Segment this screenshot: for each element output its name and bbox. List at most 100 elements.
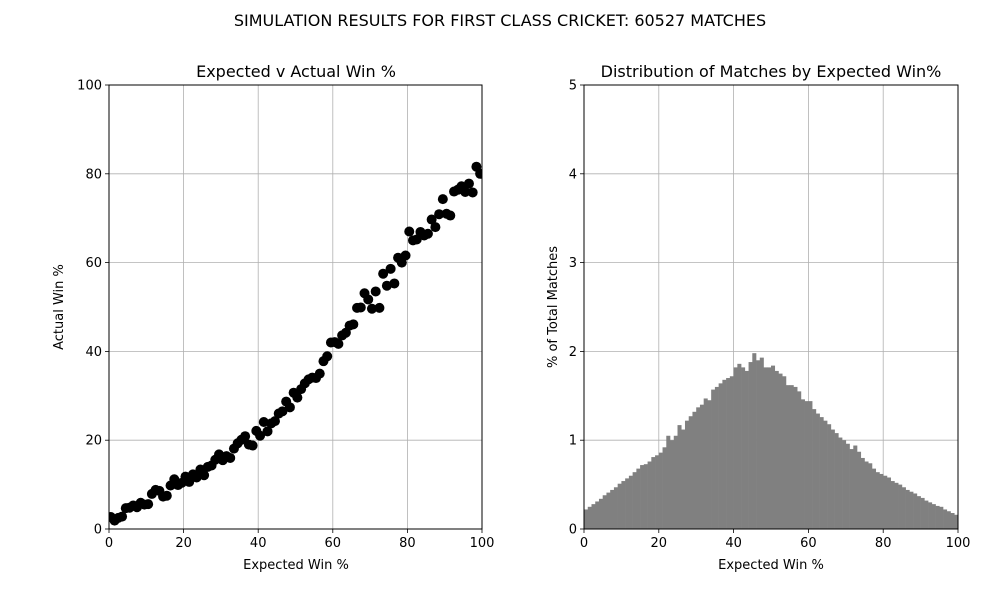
scatter-x-tick-label: 20 [175,536,192,551]
scatter-points [109,161,482,526]
histogram-bar [916,496,921,529]
scatter-point [366,303,377,314]
histogram-bar [879,473,884,529]
histogram-bar [771,365,776,529]
histogram-bar [636,468,641,529]
histogram-bar [898,484,903,529]
scatter-point [385,263,396,274]
histogram-bar [928,502,933,529]
scatter-point [445,210,456,221]
histogram-bar [711,389,716,529]
histogram-bar [632,472,637,529]
scatter-point [463,178,474,189]
histogram-bar [875,472,880,529]
histogram-bar [894,482,899,529]
scatter-point [430,222,441,233]
histogram-bar [950,513,955,529]
histogram-bar [684,420,690,529]
histogram-y-tick-label: 0 [569,523,577,538]
histogram-bar [617,483,622,529]
scatter-point [262,426,273,437]
histogram-bar [800,399,805,529]
scatter-y-tick-label: 0 [94,523,102,538]
scatter-point [422,228,433,239]
histogram-bar [823,420,828,529]
scatter-point [374,302,385,313]
histogram-bar [681,429,686,529]
histogram-bar [815,413,820,529]
histogram-bar [808,401,813,529]
histogram-bar [797,391,802,529]
histogram-bar [602,495,607,529]
scatter-grid [108,84,483,530]
scatter-point [400,250,411,261]
scatter-point [348,319,359,330]
histogram-bar [640,465,645,529]
scatter-point [240,431,251,442]
scatter-point [161,490,172,501]
histogram-bar [767,367,772,529]
histogram-bar [935,505,940,529]
scatter-point [389,278,400,289]
histogram-bar [920,497,925,529]
histogram-bar [707,400,712,529]
histogram-bar [643,464,648,529]
scatter-point [437,194,448,205]
scatter-point [363,294,374,305]
scatter-point [355,302,366,313]
scatter-point [277,406,288,417]
scatter-x-axis-label: Expected Win % [243,558,349,573]
histogram-bar [842,440,847,529]
scatter-x-tick-label: 0 [105,536,113,551]
histogram-bar [931,504,936,529]
scatter-point [199,470,210,481]
scatter-point [247,440,258,451]
histogram-bar [677,425,682,529]
histogram-bar [595,501,600,529]
histogram-bar [662,447,667,529]
scatter-y-tick-label: 40 [85,345,102,360]
histogram-bar [909,491,914,529]
scatter-point [284,402,295,413]
histogram-bar [830,429,835,529]
histogram-bar [857,451,862,529]
histogram-bar [625,478,630,529]
histogram-y-tick-label: 3 [569,256,577,271]
scatter-point [269,416,280,427]
scatter-y-tick-label: 60 [85,256,102,271]
histogram-bar [647,461,652,529]
histogram-bar [954,514,959,529]
histogram-bar [838,437,843,529]
histogram-bar [741,367,746,529]
histogram-bar [688,416,693,529]
scatter-y-tick-label: 80 [85,167,102,182]
histogram-y-tick-label: 2 [569,345,577,360]
scatter-y-tick-label: 100 [77,79,102,94]
histogram-y-axis-label: % of Total Matches [546,246,561,368]
histogram-y-tick-label: 1 [569,434,577,449]
scatter-point [258,416,269,427]
histogram-bar [812,409,817,529]
histogram-bar [666,435,671,529]
histogram-bar [703,398,708,529]
histogram-y-tick-label: 5 [569,79,577,94]
histogram-bar [718,383,723,529]
histogram-bar [763,367,768,529]
scatter-point [411,234,422,245]
histogram-bar [670,440,675,529]
histogram-bar [699,404,704,529]
histogram-x-axis-label: Expected Win % [718,558,824,573]
histogram-bar [886,477,891,529]
scatter-point [255,430,266,441]
histogram-x-tick-label: 80 [875,536,892,551]
scatter-x-tick-label: 60 [325,536,342,551]
scatter-point [475,168,482,179]
histogram-bar [901,487,906,529]
histogram-bar [673,435,678,529]
histogram-bar [658,452,663,529]
scatter-ticks: 0 20 40 60 80 100 0 20 40 60 80 100 [77,79,494,552]
histogram-bar [913,493,918,529]
figure-suptitle: SIMULATION RESULTS FOR FIRST CLASS CRICK… [234,11,766,30]
scatter-point [370,286,381,297]
histogram-bar [890,481,895,529]
